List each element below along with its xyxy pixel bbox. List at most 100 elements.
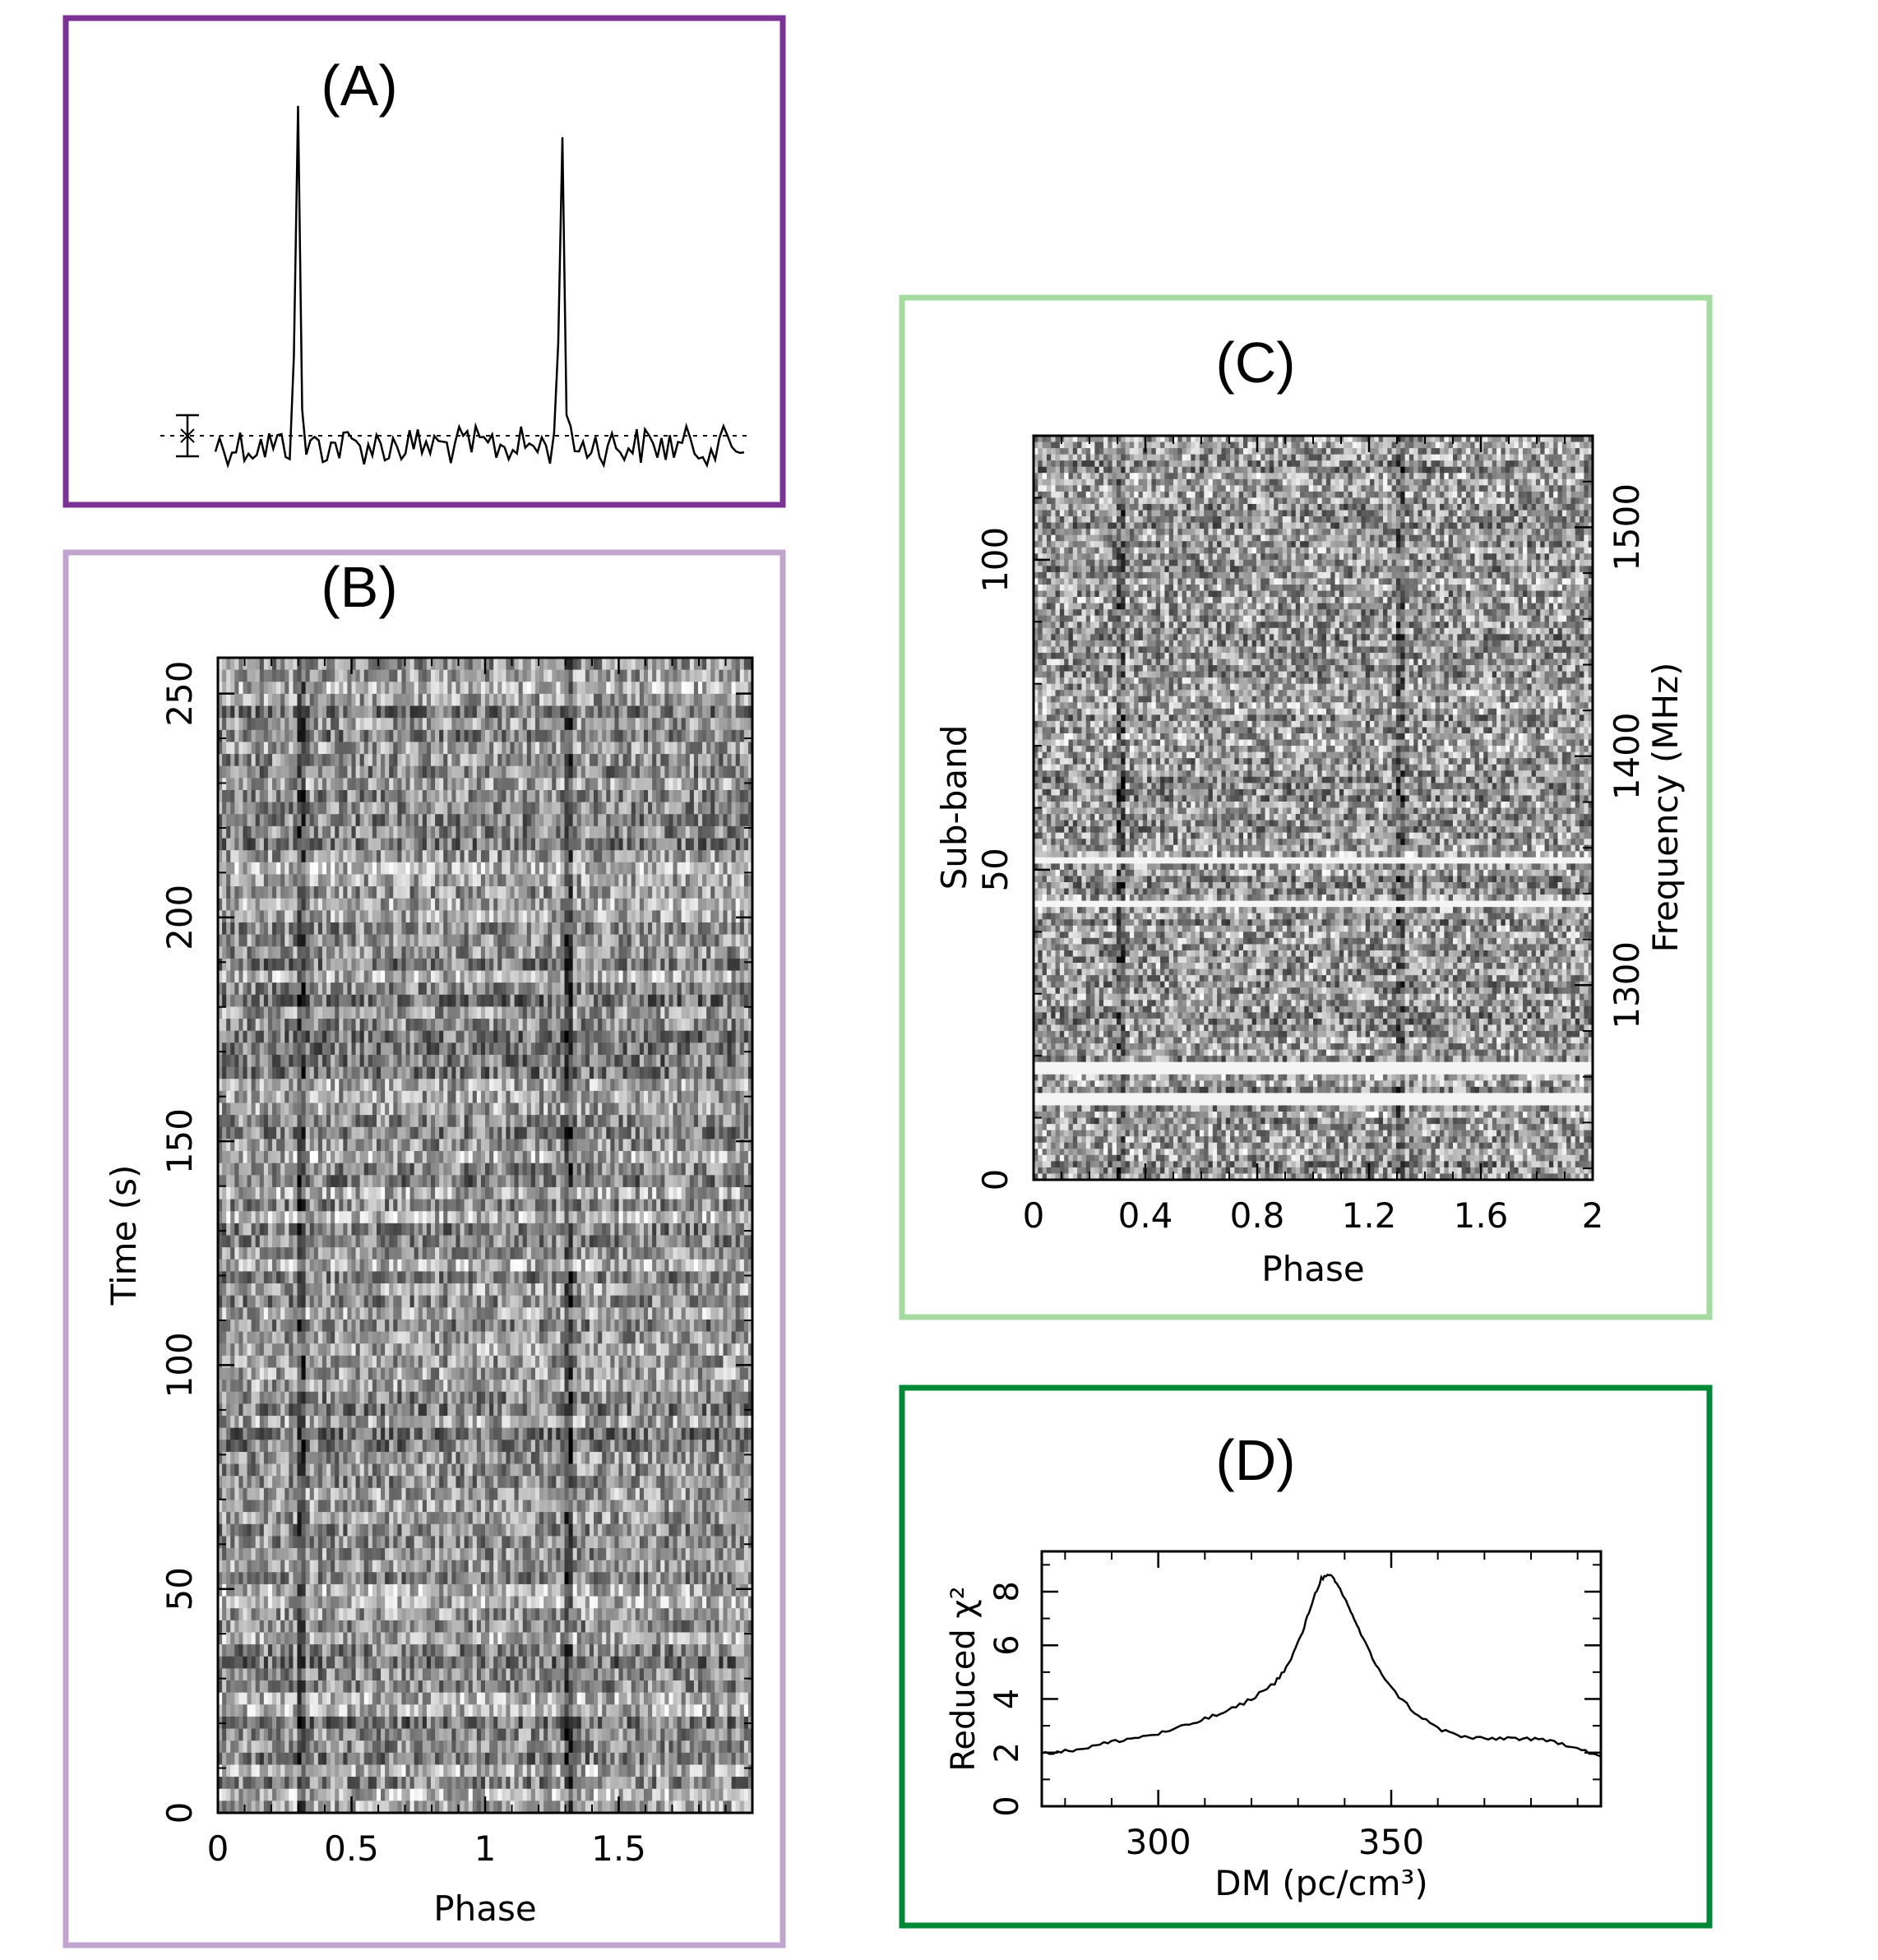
panel-b-cell (556, 1054, 562, 1068)
panel-b-cell (376, 862, 382, 876)
panel-b-cell (522, 814, 528, 827)
panel-b-cell (259, 898, 265, 911)
panel-b-cell (363, 946, 369, 959)
panel-b-cell (614, 742, 620, 755)
panel-b-cell (622, 970, 628, 983)
panel-b-cell (456, 754, 461, 767)
panel-b-cell (514, 982, 520, 996)
panel-b-cell (568, 669, 574, 682)
panel-b-cell (326, 814, 331, 827)
panel-b-cell (610, 1079, 616, 1092)
panel-b-cell (409, 994, 415, 1008)
panel-b-cell (572, 958, 578, 972)
panel-b-cell (326, 1030, 331, 1043)
panel-b-cell (664, 1030, 670, 1043)
panel-b-cell (405, 693, 411, 707)
panel-b-cell (572, 1019, 578, 1032)
panel-b-cell (218, 862, 223, 876)
panel-b-cell (731, 669, 737, 682)
panel-b-cell (548, 862, 553, 876)
panel-b-cell (301, 802, 307, 815)
panel-b-cell (435, 910, 440, 923)
panel-b-cell (397, 1006, 403, 1019)
panel-b-cell (548, 874, 553, 887)
panel-b-cell (485, 1030, 490, 1043)
panel-b-cell (581, 754, 586, 767)
panel-b-cell (493, 982, 498, 996)
panel-b-cell (447, 729, 452, 743)
panel-b-cell (297, 934, 303, 947)
panel-b-cell (497, 1102, 502, 1116)
panel-b-cell (451, 1066, 457, 1079)
panel-b-cell (602, 682, 607, 695)
panel-b-cell (468, 922, 474, 936)
panel-b-cell (576, 850, 582, 863)
panel-b-cell (247, 886, 252, 899)
panel-b-cell (668, 693, 674, 707)
panel-b-cell (359, 946, 365, 959)
panel-b-cell (321, 669, 327, 682)
panel-b-cell (439, 1079, 444, 1092)
panel-b-cell (397, 778, 403, 791)
panel-b-cell (230, 1019, 235, 1032)
panel-b-cell (313, 1054, 319, 1068)
panel-b-cell (556, 1019, 562, 1032)
panel-b-cell (347, 910, 353, 923)
panel-b-cell (610, 838, 616, 851)
panel-b-cell (326, 910, 331, 923)
panel-b-cell (572, 862, 578, 876)
panel-b-cell (284, 898, 289, 911)
panel-b-cell (301, 934, 307, 947)
panel-b-cell (739, 1102, 745, 1116)
panel-b-cell (544, 862, 548, 876)
panel-b-cell (702, 693, 707, 707)
panel-b-cell (301, 669, 307, 682)
panel-b-cell (259, 742, 265, 755)
panel-b-cell (594, 765, 599, 779)
panel-b-cell (426, 765, 432, 779)
panel-b-cell (309, 669, 315, 682)
panel-b-cell (689, 705, 695, 719)
panel-b-cell (234, 946, 239, 959)
panel-b-cell (289, 718, 294, 731)
panel-b-cell (368, 825, 373, 839)
panel-b-cell (218, 729, 223, 743)
panel-b-cell (731, 1102, 737, 1116)
panel-b-cell (385, 825, 390, 839)
panel-b-cell (518, 982, 524, 996)
panel-b-cell (355, 742, 361, 755)
panel-b-cell (739, 754, 745, 767)
panel-b-cell (385, 850, 390, 863)
panel-b-cell (706, 682, 711, 695)
panel-b-cell (576, 1066, 582, 1079)
panel-b-cell (602, 1066, 607, 1079)
panel-b-cell (272, 958, 277, 972)
panel-b-cell (731, 1090, 737, 1104)
panel-b-cell (689, 970, 695, 983)
panel-b-cell (255, 1079, 261, 1092)
panel-b-cell (289, 946, 294, 959)
panel-b-cell (385, 1042, 390, 1056)
panel-b-cell (331, 802, 335, 815)
panel-b-cell (247, 910, 252, 923)
panel-b-cell (673, 765, 678, 779)
panel-b-cell (485, 778, 490, 791)
panel-b-cell (313, 1030, 319, 1043)
panel-b-cell (693, 1006, 699, 1019)
panel-b-cell (656, 718, 661, 731)
panel-b-cell (668, 994, 674, 1008)
panel-b-cell (544, 814, 548, 827)
panel-b-cell (689, 922, 695, 936)
panel-b-cell (497, 958, 502, 972)
panel-b-cell (267, 1079, 273, 1092)
panel-b-cell (368, 1115, 373, 1128)
panel-b-cell (326, 754, 331, 767)
panel-b-cell (464, 1090, 469, 1104)
panel-b-cell (238, 718, 244, 731)
panel-b-cell (506, 1066, 511, 1079)
panel-b-cell (267, 934, 273, 947)
panel-b-cell (552, 1019, 557, 1032)
panel-b-cell (594, 1115, 599, 1128)
panel-b-cell (715, 1030, 719, 1043)
panel-b-cell (443, 934, 448, 947)
